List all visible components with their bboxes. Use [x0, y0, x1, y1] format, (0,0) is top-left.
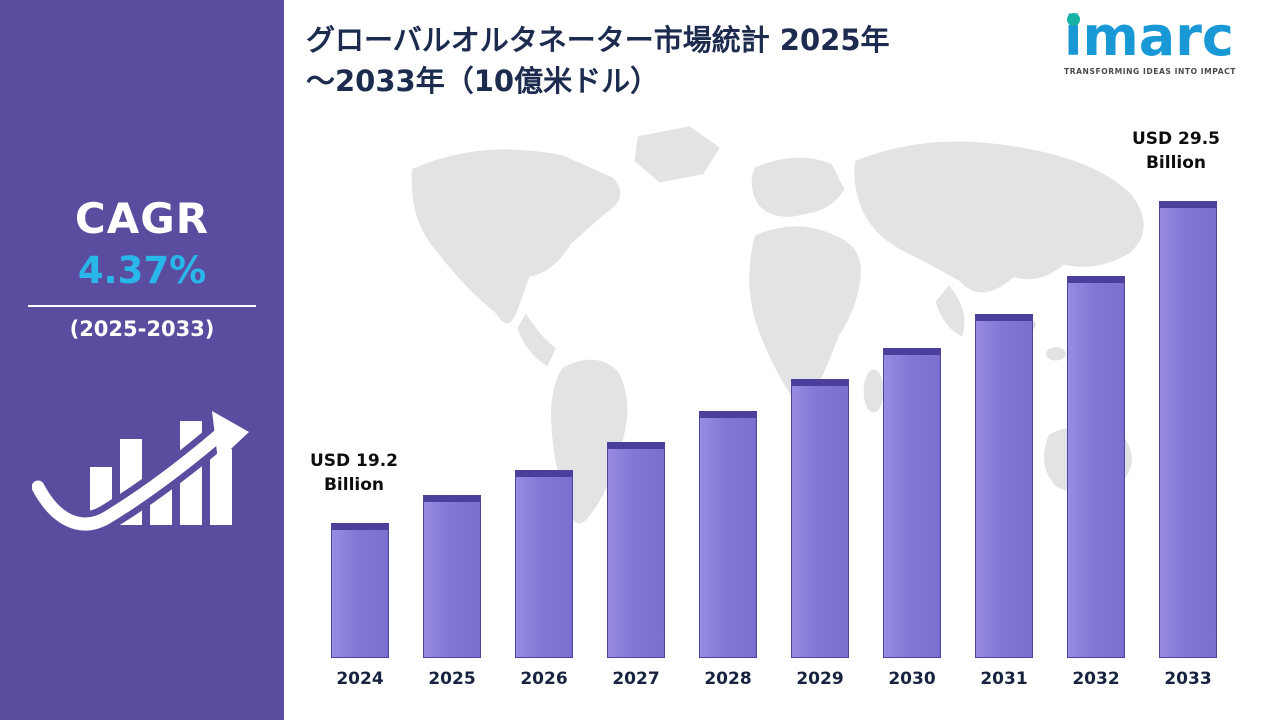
x-axis-label: 2030: [888, 669, 936, 689]
bar-2033: [1159, 201, 1217, 658]
x-axis-label: 2028: [704, 669, 752, 689]
bar-2026: [515, 470, 573, 658]
bar-slot: 2027: [590, 196, 682, 689]
x-axis-label: 2032: [1072, 669, 1120, 689]
bar-2031: [975, 314, 1033, 658]
value-label-2024: USD 19.2 Billion: [309, 451, 399, 495]
bar-2030: [883, 348, 941, 658]
cagr-period: (2025-2033): [69, 317, 215, 341]
x-axis-label: 2029: [796, 669, 844, 689]
bar-2024: [331, 523, 389, 658]
chart-area: グローバルオルタネーター市場統計 2025年～2033年（10億米ドル） ima…: [284, 0, 1280, 720]
bar-slot: 2033: [1142, 196, 1234, 689]
x-axis-label: 2033: [1164, 669, 1212, 689]
x-axis-label: 2031: [980, 669, 1028, 689]
x-axis-label: 2025: [428, 669, 476, 689]
logo-dot-icon: [1067, 13, 1080, 26]
bar-slot: 2026: [498, 196, 590, 689]
bar-slot: 2028: [682, 196, 774, 689]
bar-slot: 2031: [958, 196, 1050, 689]
bar-slot: 2032: [1050, 196, 1142, 689]
x-axis-label: 2026: [520, 669, 568, 689]
bars-row: 2024 2025 2026 2027 2028 2029 2030 2031 2032 2033: [314, 196, 1234, 689]
growth-chart-icon: [25, 411, 249, 537]
bar-slot: 2025: [406, 196, 498, 689]
bar-slot: 2024: [314, 196, 406, 689]
logo-brand: imarc: [1064, 10, 1234, 64]
bar-2028: [699, 411, 757, 658]
x-axis-label: 2024: [336, 669, 384, 689]
imarc-logo: imarc TRANSFORMING IDEAS INTO IMPACT: [1064, 10, 1264, 77]
value-label-2033: USD 29.5 Billion: [1131, 129, 1221, 173]
bar-2027: [607, 442, 665, 658]
bar-2029: [791, 379, 849, 658]
logo-text: imarc: [1064, 5, 1234, 68]
bar-slot: 2029: [774, 196, 866, 689]
logo-tagline: TRANSFORMING IDEAS INTO IMPACT: [1064, 67, 1236, 76]
chart-title: グローバルオルタネーター市場統計 2025年～2033年（10億米ドル）: [306, 23, 890, 99]
divider: [28, 305, 256, 307]
bar-2025: [423, 495, 481, 658]
cagr-label: CAGR: [74, 194, 210, 243]
bar-slot: 2030: [866, 196, 958, 689]
cagr-value: 4.37%: [77, 249, 207, 292]
x-axis-label: 2027: [612, 669, 660, 689]
sidebar: CAGR 4.37% (2025-2033): [0, 0, 284, 720]
bar-2032: [1067, 276, 1125, 658]
